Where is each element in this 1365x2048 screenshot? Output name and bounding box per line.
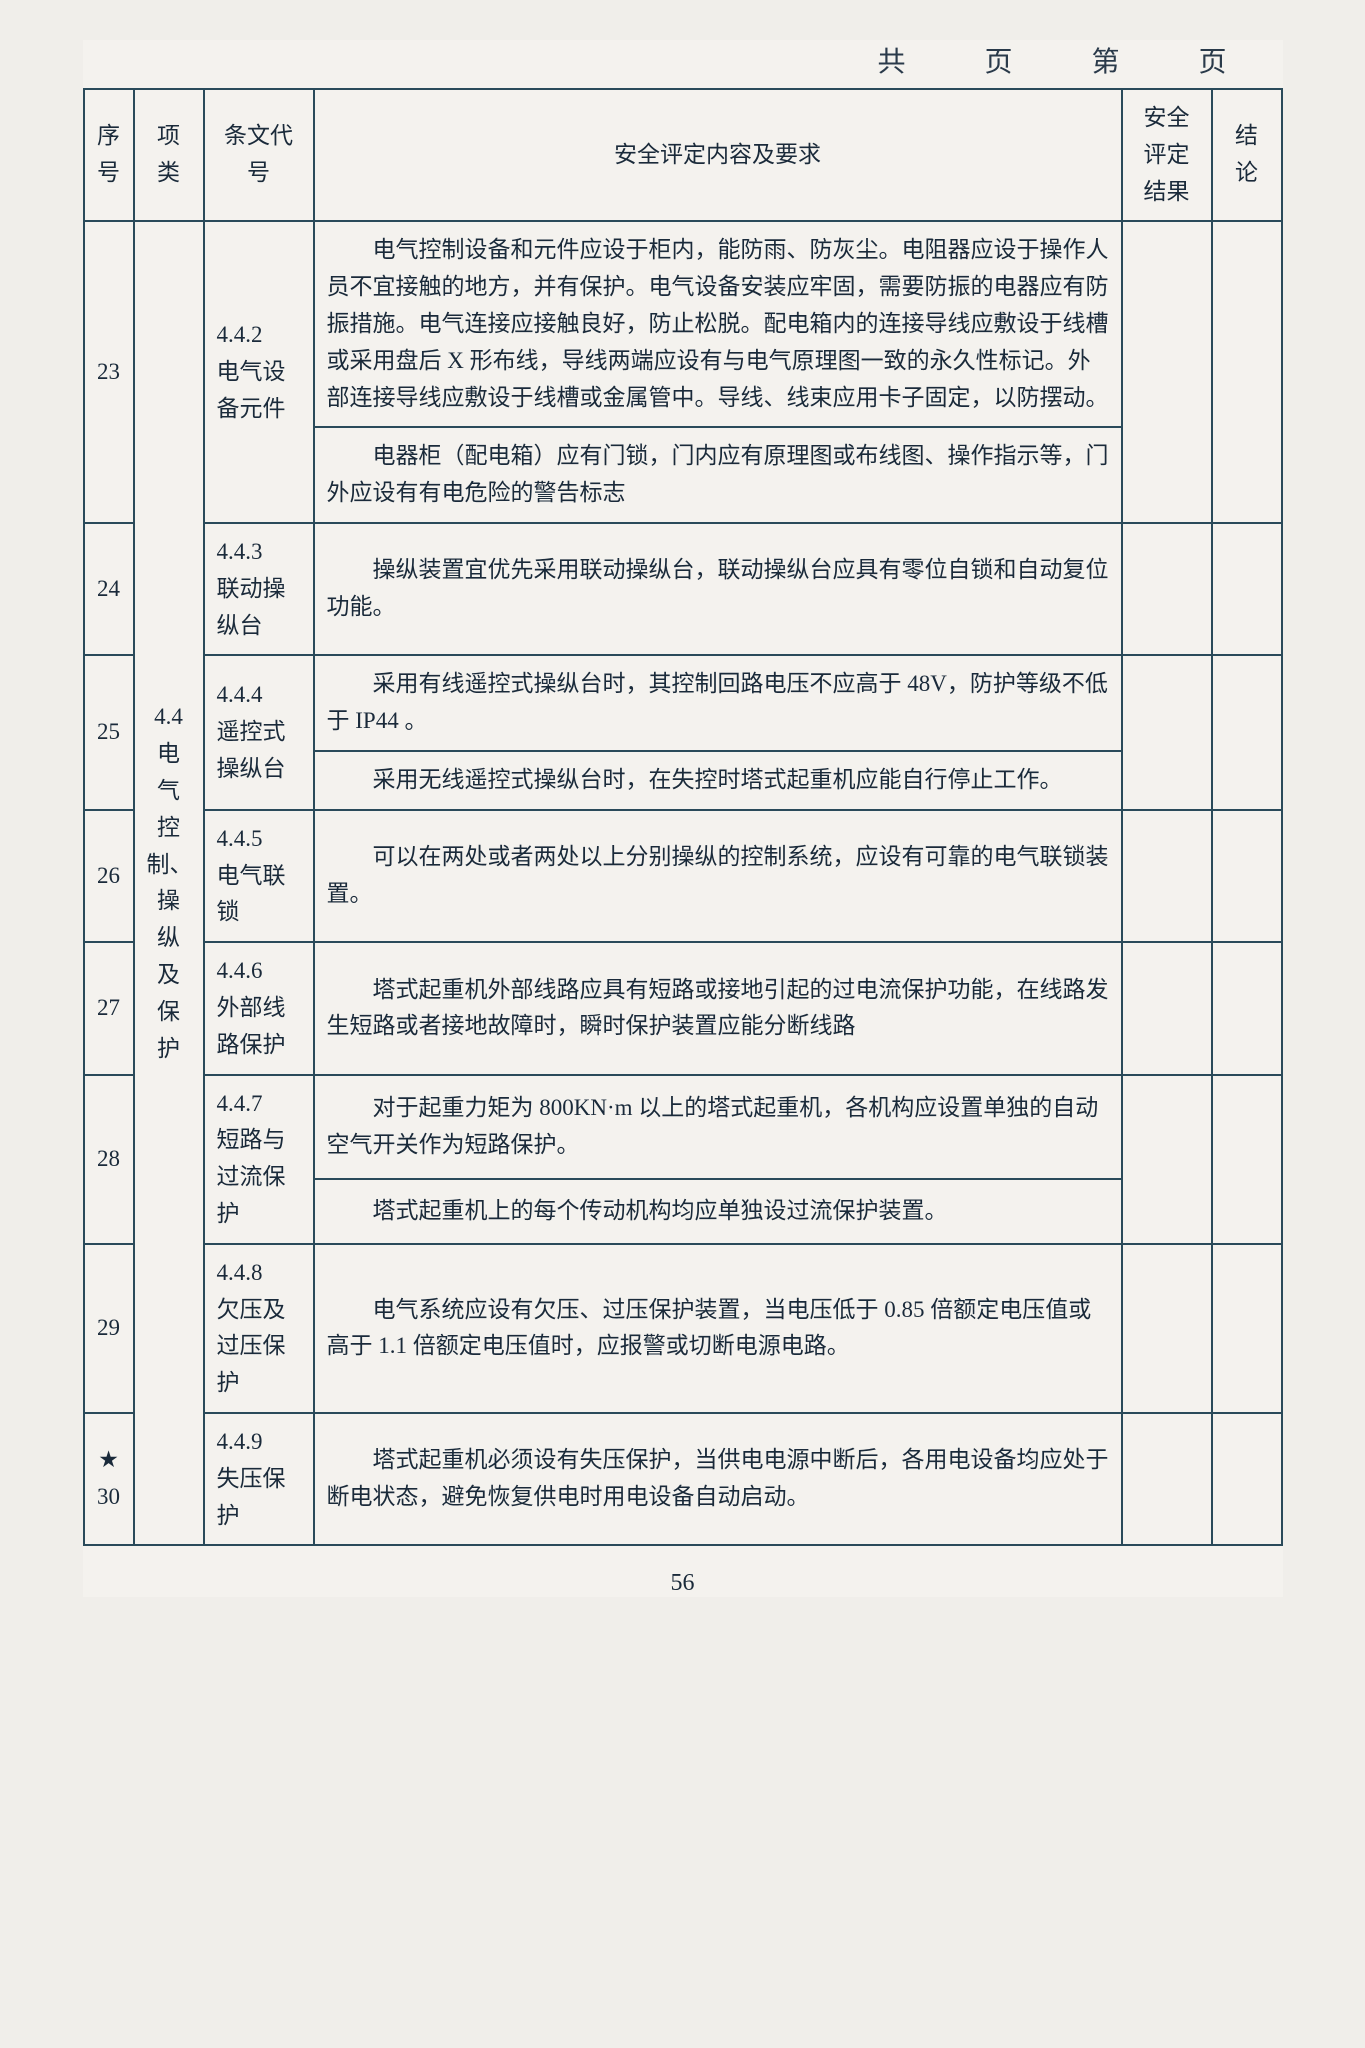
cell-seq: 28 <box>84 1075 134 1244</box>
cell-conclusion <box>1212 1413 1282 1545</box>
clause-label: 失压保护 <box>217 1461 301 1535</box>
clause-code: 4.4.2 <box>217 317 301 354</box>
cell-requirement: 操纵装置宜优先采用联动操纵台，联动操纵台应具有零位自锁和自动复位功能。 <box>314 523 1122 655</box>
cell-requirement: 塔式起重机必须设有失压保护，当供电电源中断后，各用电设备均应处于断电状态，避免恢… <box>314 1413 1122 1545</box>
cell-requirement: 塔式起重机上的每个传动机构均应单独设过流保护装置。 <box>314 1179 1122 1243</box>
cell-requirement: 对于起重力矩为 800KN·m 以上的塔式起重机，各机构应设置单独的自动空气开关… <box>314 1075 1122 1180</box>
cell-requirement: 采用有线遥控式操纵台时，其控制回路电压不应高于 48V，防护等级不低于 IP44… <box>314 655 1122 751</box>
table-row: 254.4.4遥控式操纵台采用有线遥控式操纵台时，其控制回路电压不应高于 48V… <box>84 655 1282 751</box>
table-row: 29 4.4.8欠压及过压保护电气系统应设有欠压、过压保护装置，当电压低于 0.8… <box>84 1244 1282 1413</box>
cell-conclusion <box>1212 523 1282 655</box>
table-row: 284.4.7短路与过流保护对于起重力矩为 800KN·m 以上的塔式起重机，各… <box>84 1075 1282 1180</box>
cell-result <box>1122 221 1212 523</box>
cell-result <box>1122 1244 1212 1413</box>
col-conclusion-header: 结论 <box>1212 89 1282 221</box>
category-label: 电气控制、操纵及保护 <box>147 736 191 1067</box>
table-row: 26 4.4.5电气联锁可以在两处或者两处以上分别操纵的控制系统，应设有可靠的电气… <box>84 810 1282 942</box>
category-code: 4.4 <box>147 699 191 736</box>
cell-seq: 27 <box>84 942 134 1074</box>
cell-requirement: 电气系统应设有欠压、过压保护装置，当电压低于 0.85 倍额定电压值或高于 1.… <box>314 1244 1122 1413</box>
col-category-header: 项类 <box>134 89 204 221</box>
assessment-table: 序号 项类 条文代号 安全评定内容及要求 安全评定结果 结论 234.4电气控制… <box>83 88 1283 1546</box>
cell-seq: 23 <box>84 221 134 523</box>
cell-conclusion <box>1212 1075 1282 1244</box>
clause-code: 4.4.9 <box>217 1424 301 1461</box>
table-row: 27 4.4.6外部线路保护塔式起重机外部线路应具有短路或接地引起的过电流保护功能… <box>84 942 1282 1074</box>
clause-code: 4.4.3 <box>217 534 301 571</box>
cell-code: 4.4.4遥控式操纵台 <box>204 655 314 809</box>
cell-code: 4.4.8欠压及过压保护 <box>204 1244 314 1413</box>
cell-conclusion <box>1212 655 1282 809</box>
cell-seq: 29 <box>84 1244 134 1413</box>
cell-code: 4.4.3联动操纵台 <box>204 523 314 655</box>
clause-code: 4.4.8 <box>217 1255 301 1292</box>
clause-label: 外部线路保护 <box>217 990 301 1064</box>
table-header: 序号 项类 条文代号 安全评定内容及要求 安全评定结果 结论 <box>84 89 1282 221</box>
cell-conclusion <box>1212 942 1282 1074</box>
clause-code: 4.4.6 <box>217 953 301 990</box>
clause-code: 4.4.5 <box>217 821 301 858</box>
clause-label: 欠压及过压保护 <box>217 1292 301 1402</box>
clause-code: 4.4.7 <box>217 1086 301 1123</box>
cell-result <box>1122 1413 1212 1545</box>
cell-code: 4.4.6外部线路保护 <box>204 942 314 1074</box>
cell-category: 4.4电气控制、操纵及保护 <box>134 221 204 1545</box>
clause-label: 短路与过流保护 <box>217 1122 301 1232</box>
col-code-header: 条文代号 <box>204 89 314 221</box>
cell-result <box>1122 655 1212 809</box>
cell-requirement: 电器柜（配电箱）应有门锁，门内应有原理图或布线图、操作指示等，门外应设有有电危险… <box>314 427 1122 523</box>
table-row: 234.4电气控制、操纵及保护4.4.2电气设备元件电气控制设备和元件应设于柜内… <box>84 221 1282 427</box>
cell-requirement: 可以在两处或者两处以上分别操纵的控制系统，应设有可靠的电气联锁装置。 <box>314 810 1122 942</box>
cell-seq: ★ 30 <box>84 1413 134 1545</box>
cell-code: 4.4.9失压保护 <box>204 1413 314 1545</box>
table-row: 24 4.4.3联动操纵台操纵装置宜优先采用联动操纵台，联动操纵台应具有零位自锁和… <box>84 523 1282 655</box>
cell-code: 4.4.2电气设备元件 <box>204 221 314 523</box>
cell-result <box>1122 810 1212 942</box>
page-header: 共 页 第 页 <box>83 40 1283 80</box>
cell-result <box>1122 1075 1212 1244</box>
cell-seq: 25 <box>84 655 134 809</box>
col-result-header: 安全评定结果 <box>1122 89 1212 221</box>
cell-seq: 26 <box>84 810 134 942</box>
clause-label: 联动操纵台 <box>217 571 301 645</box>
cell-requirement: 电气控制设备和元件应设于柜内，能防雨、防灰尘。电阻器应设于操作人员不宜接触的地方… <box>314 221 1122 427</box>
page-container: 共 页 第 页 序号 项类 条文代号 安全评定内容及要求 安全评定结果 结论 2… <box>83 40 1283 1597</box>
cell-conclusion <box>1212 1244 1282 1413</box>
col-requirement-header: 安全评定内容及要求 <box>314 89 1122 221</box>
table-body: 234.4电气控制、操纵及保护4.4.2电气设备元件电气控制设备和元件应设于柜内… <box>84 221 1282 1545</box>
cell-code: 4.4.7短路与过流保护 <box>204 1075 314 1244</box>
clause-label: 电气联锁 <box>217 858 301 932</box>
cell-conclusion <box>1212 221 1282 523</box>
cell-conclusion <box>1212 810 1282 942</box>
cell-result <box>1122 523 1212 655</box>
col-seq-header: 序号 <box>84 89 134 221</box>
clause-code: 4.4.4 <box>217 677 301 714</box>
clause-label: 电气设备元件 <box>217 354 301 428</box>
cell-result <box>1122 942 1212 1074</box>
cell-code: 4.4.5电气联锁 <box>204 810 314 942</box>
clause-label: 遥控式操纵台 <box>217 714 301 788</box>
cell-seq: 24 <box>84 523 134 655</box>
page-number: 56 <box>83 1570 1283 1597</box>
table-row: ★ 30 4.4.9失压保护塔式起重机必须设有失压保护，当供电电源中断后，各用电设… <box>84 1413 1282 1545</box>
cell-requirement: 塔式起重机外部线路应具有短路或接地引起的过电流保护功能，在线路发生短路或者接地故… <box>314 942 1122 1074</box>
cell-requirement: 采用无线遥控式操纵台时，在失控时塔式起重机应能自行停止工作。 <box>314 751 1122 810</box>
